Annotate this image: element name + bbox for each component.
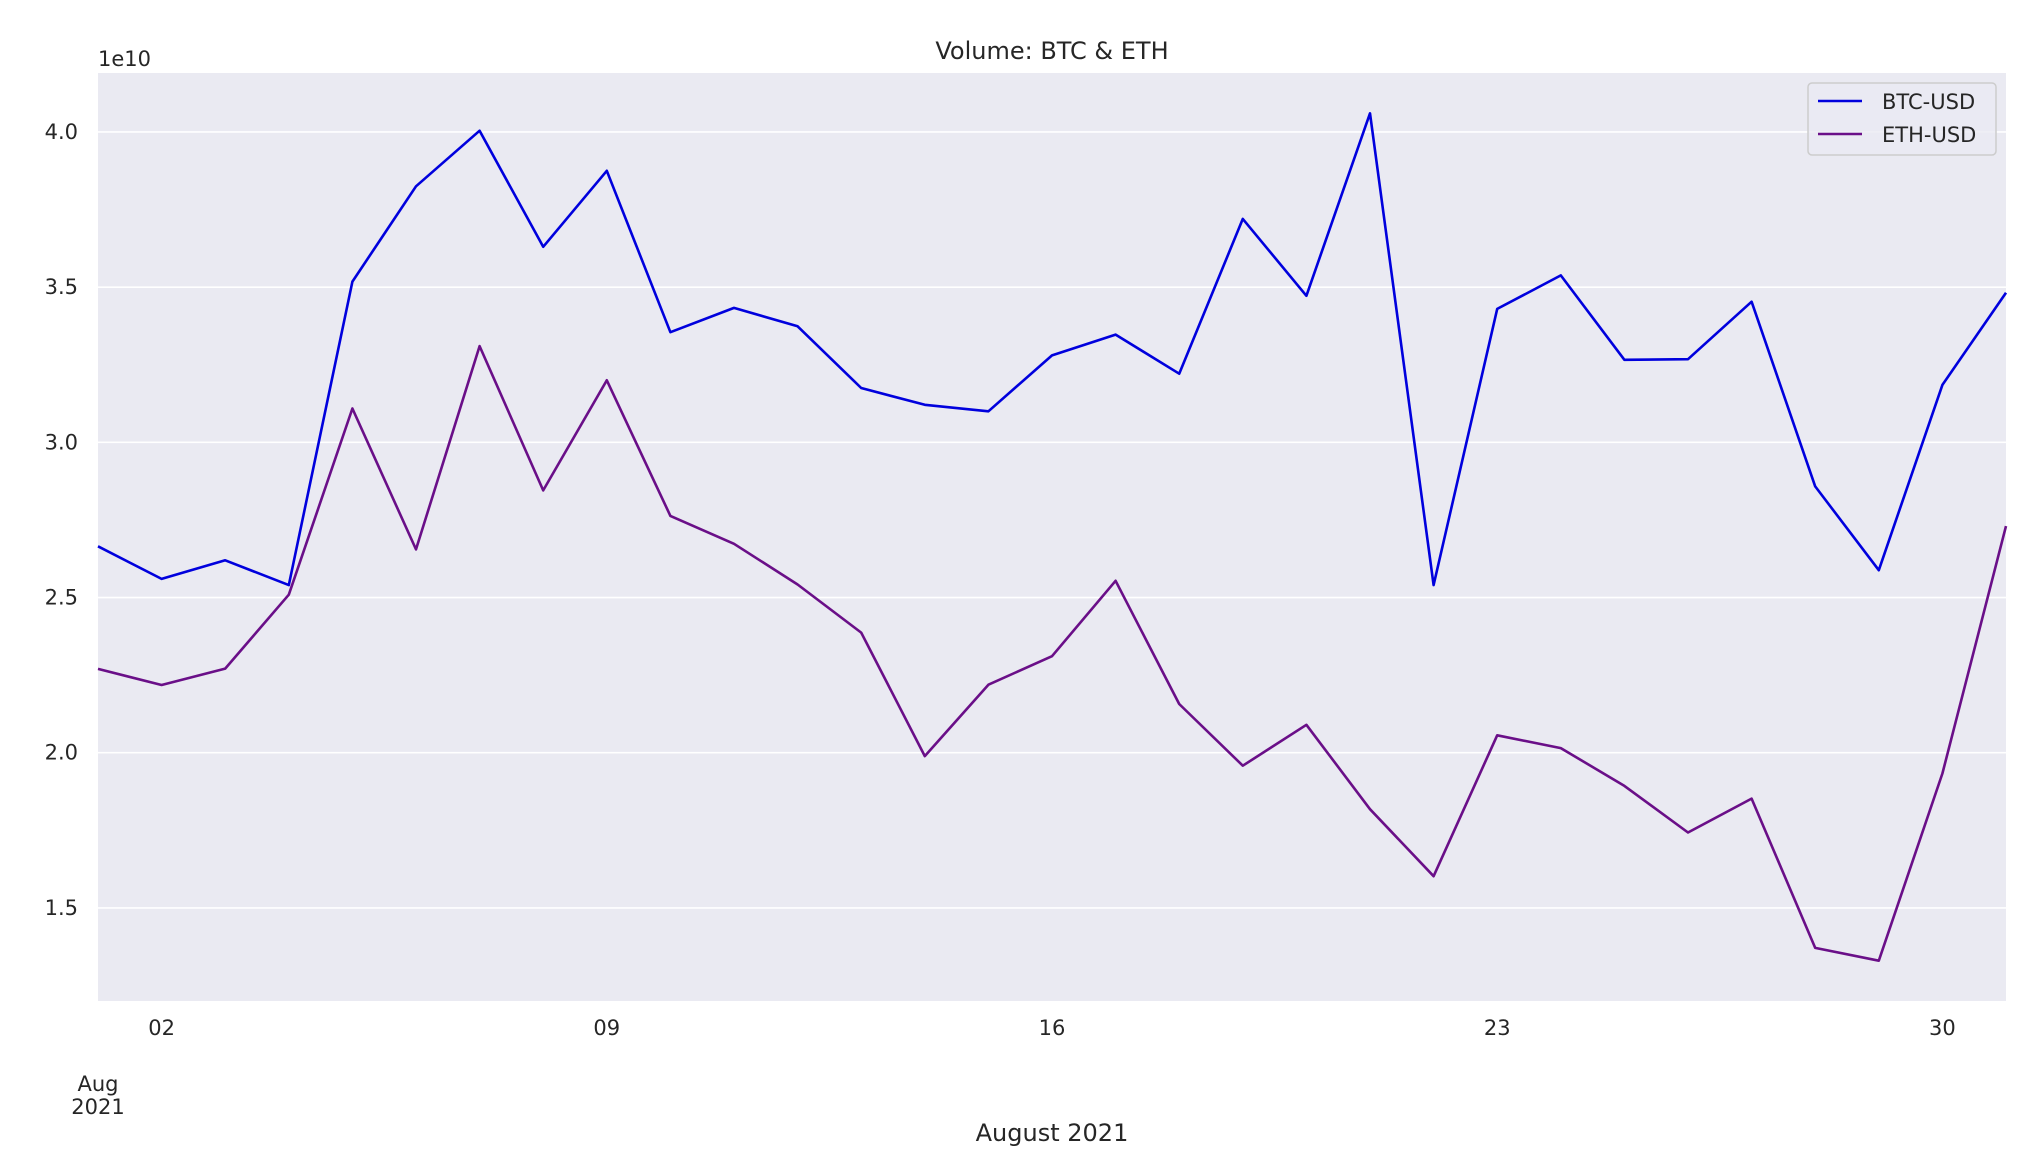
x-tick-month-label: Aug [77,1072,118,1096]
x-tick-label: 30 [1929,1016,1956,1040]
plot-background [98,73,2006,1001]
x-tick-label: 02 [148,1016,175,1040]
y-tick-label: 2.0 [45,741,78,765]
x-tick-year-label: 2021 [71,1095,124,1119]
legend-label-btc: BTC-USD [1882,90,1975,114]
legend: BTC-USD ETH-USD [1807,82,1997,156]
series-lines [97,112,2008,963]
y-tick-label: 1.5 [45,896,78,920]
y-tick-label: 3.0 [45,430,78,454]
y-tick-label: 3.5 [45,275,78,299]
series-line-btc-usd [97,112,2008,587]
gridlines [98,131,2006,909]
y-tick-label: 2.5 [45,586,78,610]
y-offset-label: 1e10 [98,47,151,71]
chart-title: Volume: BTC & ETH [935,37,1168,65]
legend-label-eth: ETH-USD [1882,123,1976,147]
y-axis-ticks: 1.5 2.0 2.5 3.0 3.5 4.0 [45,120,78,920]
x-tick-label: 09 [593,1016,620,1040]
series-line-eth-usd [97,344,2008,963]
x-tick-label: 16 [1039,1016,1066,1040]
y-tick-label: 4.0 [45,120,78,144]
x-axis-title: August 2021 [976,1119,1129,1147]
x-tick-label: 23 [1484,1016,1511,1040]
